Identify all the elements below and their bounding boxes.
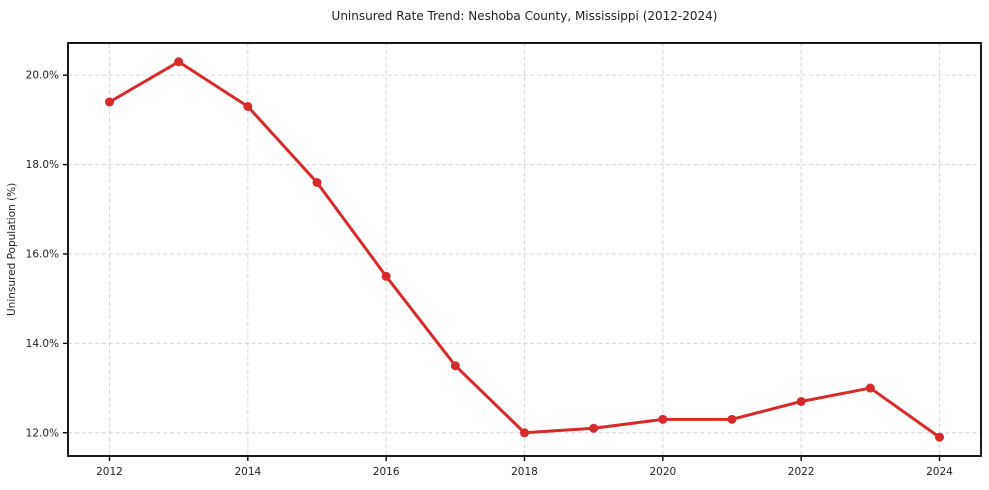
data-point xyxy=(589,423,599,433)
data-point xyxy=(935,432,944,442)
data-point xyxy=(243,101,253,111)
x-tick-label: 2022 xyxy=(788,466,815,478)
y-tick-label: 20.0% xyxy=(26,70,59,82)
data-point xyxy=(174,57,184,67)
data-point xyxy=(520,428,529,438)
data-point xyxy=(381,271,391,281)
y-tick-label: 18.0% xyxy=(26,159,59,171)
y-tick-label: 16.0% xyxy=(26,248,59,260)
chart-title: Uninsured Rate Trend: Neshoba County, Mi… xyxy=(331,9,718,23)
data-point xyxy=(105,97,114,107)
data-point xyxy=(796,396,806,406)
x-tick-label: 2020 xyxy=(649,466,676,478)
x-tick-label: 2018 xyxy=(511,466,538,478)
data-point xyxy=(658,414,668,424)
x-tick-label: 2016 xyxy=(373,466,400,478)
data-point xyxy=(727,414,737,424)
data-point xyxy=(450,361,460,371)
data-point xyxy=(312,177,322,187)
x-tick-label: 2024 xyxy=(926,466,953,478)
x-tick-label: 2014 xyxy=(234,466,261,478)
y-tick-label: 12.0% xyxy=(26,427,59,439)
data-point xyxy=(865,383,875,393)
x-tick-label: 2012 xyxy=(96,466,123,478)
y-tick-label: 14.0% xyxy=(26,338,59,350)
